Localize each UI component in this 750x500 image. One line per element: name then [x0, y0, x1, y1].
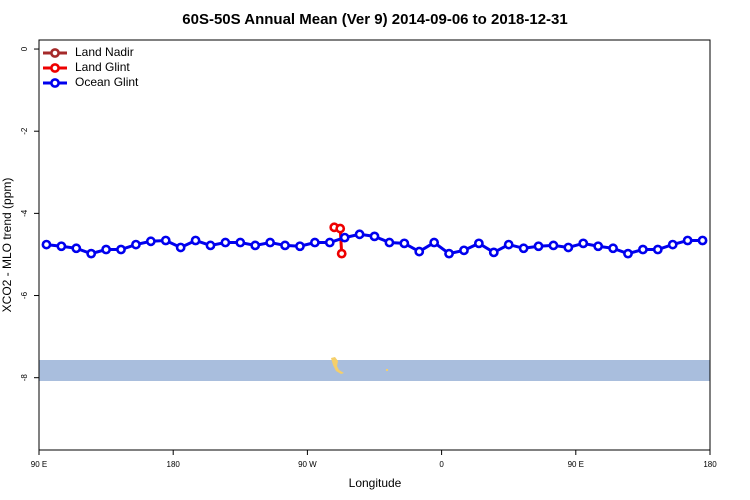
land-patch	[331, 357, 344, 374]
data-point	[399, 238, 410, 249]
plot-frame	[38, 39, 711, 451]
data-point	[86, 248, 97, 259]
x-tick-label: 180	[167, 460, 181, 469]
data-point	[265, 237, 276, 248]
data-point	[652, 244, 663, 255]
data-point	[160, 235, 171, 246]
data-point	[533, 241, 544, 252]
data-point	[250, 240, 261, 251]
legend-label: Ocean Glint	[75, 75, 139, 89]
x-tick-label: 90 E	[31, 460, 47, 469]
x-tick-label: 180	[703, 460, 717, 469]
data-point	[667, 239, 678, 250]
data-point	[145, 236, 156, 247]
data-point	[608, 243, 618, 254]
y-tick-label: -6	[20, 291, 29, 299]
x-axis-label: Longitude	[349, 476, 402, 490]
data-point	[309, 237, 320, 248]
land-patch	[386, 369, 388, 371]
data-point	[503, 239, 514, 250]
x-tick-label: 90 E	[568, 460, 584, 469]
data-point	[41, 239, 52, 250]
legend-marker	[50, 78, 60, 88]
legend-marker	[50, 63, 60, 73]
data-point	[414, 246, 425, 257]
data-point	[280, 240, 290, 251]
chart-title: 60S-50S Annual Mean (Ver 9) 2014-09-06 t…	[182, 11, 567, 28]
data-point	[71, 243, 82, 254]
data-point	[116, 244, 126, 255]
data-point	[205, 240, 216, 251]
data-point	[131, 239, 141, 250]
data-point	[235, 237, 246, 248]
y-tick-label: -4	[20, 209, 29, 217]
data-point	[295, 241, 305, 252]
data-point	[593, 241, 604, 252]
data-point	[518, 243, 529, 254]
data-point	[336, 248, 347, 259]
y-tick-label: 0	[20, 46, 29, 51]
map-band	[39, 360, 710, 381]
data-point	[335, 223, 346, 234]
legend-label: Land Nadir	[75, 45, 134, 59]
data-point	[354, 229, 365, 240]
y-tick-label: -2	[20, 127, 29, 135]
data-point	[101, 244, 111, 255]
data-point	[384, 237, 395, 248]
data-point	[638, 244, 648, 255]
data-point	[623, 248, 633, 259]
data-point	[682, 235, 693, 246]
x-tick-label: 90 W	[298, 460, 317, 469]
data-point	[444, 248, 454, 259]
data-point	[324, 237, 335, 248]
data-point	[563, 242, 574, 253]
data-point	[473, 238, 484, 249]
data-point	[339, 232, 350, 243]
data-point	[220, 237, 231, 248]
legend-marker	[50, 48, 60, 58]
data-point	[488, 247, 499, 258]
data-point	[175, 242, 186, 253]
data-point	[429, 237, 440, 248]
data-point	[578, 238, 589, 249]
data-point	[190, 235, 201, 246]
x-tick-label: 0	[439, 460, 444, 469]
y-tick-label: -8	[20, 374, 29, 382]
data-point	[369, 231, 380, 242]
y-axis-label: XCO2 - MLO trend (ppm)	[0, 178, 14, 313]
legend-label: Land Glint	[75, 60, 130, 74]
data-point	[697, 235, 708, 246]
data-point	[459, 245, 469, 256]
data-point	[56, 241, 67, 252]
data-point	[548, 240, 559, 251]
